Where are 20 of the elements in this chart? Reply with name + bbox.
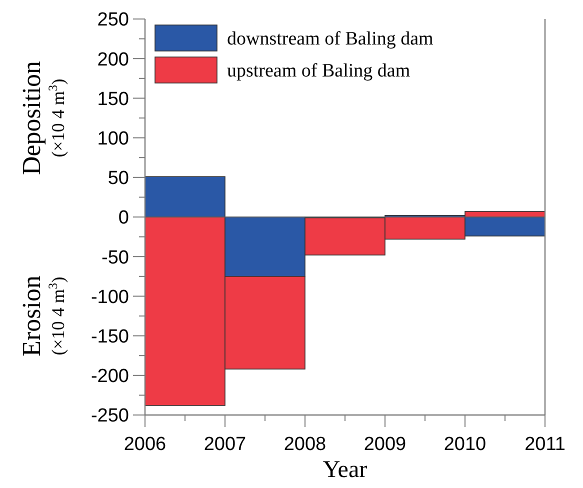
y-tick-label: 250 [97, 10, 129, 31]
x-tick-label: 2010 [444, 434, 486, 455]
y-tick-label: 200 [97, 49, 129, 70]
x-axis-title: Year [322, 457, 368, 483]
y-tick-label: 50 [108, 168, 129, 190]
legend-label: downstream of Baling dam [227, 28, 434, 50]
legend-label: upstream of Baling dam [227, 60, 410, 82]
x-tick-label: 2007 [204, 434, 246, 455]
x-tick-label: 2008 [284, 434, 326, 455]
x-tick-label: 2006 [124, 434, 166, 455]
x-tick-label: 2009 [364, 434, 406, 455]
y-tick-label: -250 [90, 406, 129, 427]
y-tick-label: 0 [118, 208, 129, 229]
y-tick-label: -50 [102, 247, 129, 268]
x-tick-label: 2011 [524, 434, 566, 455]
y-tick-label: -200 [90, 366, 129, 388]
y-tick-label: -150 [90, 326, 129, 348]
y-tick-label: -100 [90, 286, 129, 308]
y-tick-label: 150 [97, 88, 129, 110]
y-tick-label: 100 [97, 128, 129, 150]
